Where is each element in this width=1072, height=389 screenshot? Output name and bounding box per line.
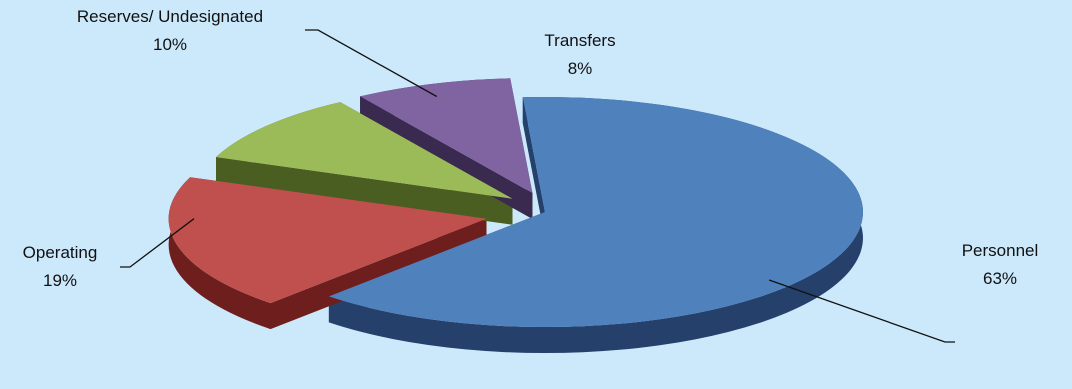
slice-wall-operating-0 — [270, 218, 487, 330]
slice-percent-label-reserves-undesignated: 10% — [153, 35, 187, 54]
slice-tops — [168, 78, 863, 328]
slice-name-label-personnel: Personnel — [962, 241, 1039, 260]
slice-percent-label-transfers: 8% — [568, 59, 593, 78]
slice-name-label-transfers: Transfers — [544, 31, 615, 50]
slice-reserves-undesignated — [216, 102, 513, 199]
slice-operating — [168, 177, 487, 304]
slice-name-label-operating: Operating — [23, 243, 98, 262]
slice-transfers — [360, 78, 533, 193]
slice-percent-label-personnel: 63% — [983, 269, 1017, 288]
leader-line-reserves-undesignated — [305, 29, 438, 98]
slice-percent-label-operating: 19% — [43, 271, 77, 290]
leader-line-personnel — [768, 279, 955, 343]
leader-line-operating — [120, 218, 195, 268]
leader-lines — [120, 29, 955, 343]
slice-name-label-reserves-undesignated: Reserves/ Undesignated — [77, 7, 263, 26]
slice-labels: Personnel 63% Operating 19% Reserves/ Undesi… — [23, 7, 1039, 290]
slice-wall-personnel-0 — [522, 97, 545, 238]
slice-wall-reserves-undesignated-0 — [216, 157, 513, 225]
slice-personnel — [328, 97, 863, 328]
slice-side-personnel — [328, 97, 863, 354]
